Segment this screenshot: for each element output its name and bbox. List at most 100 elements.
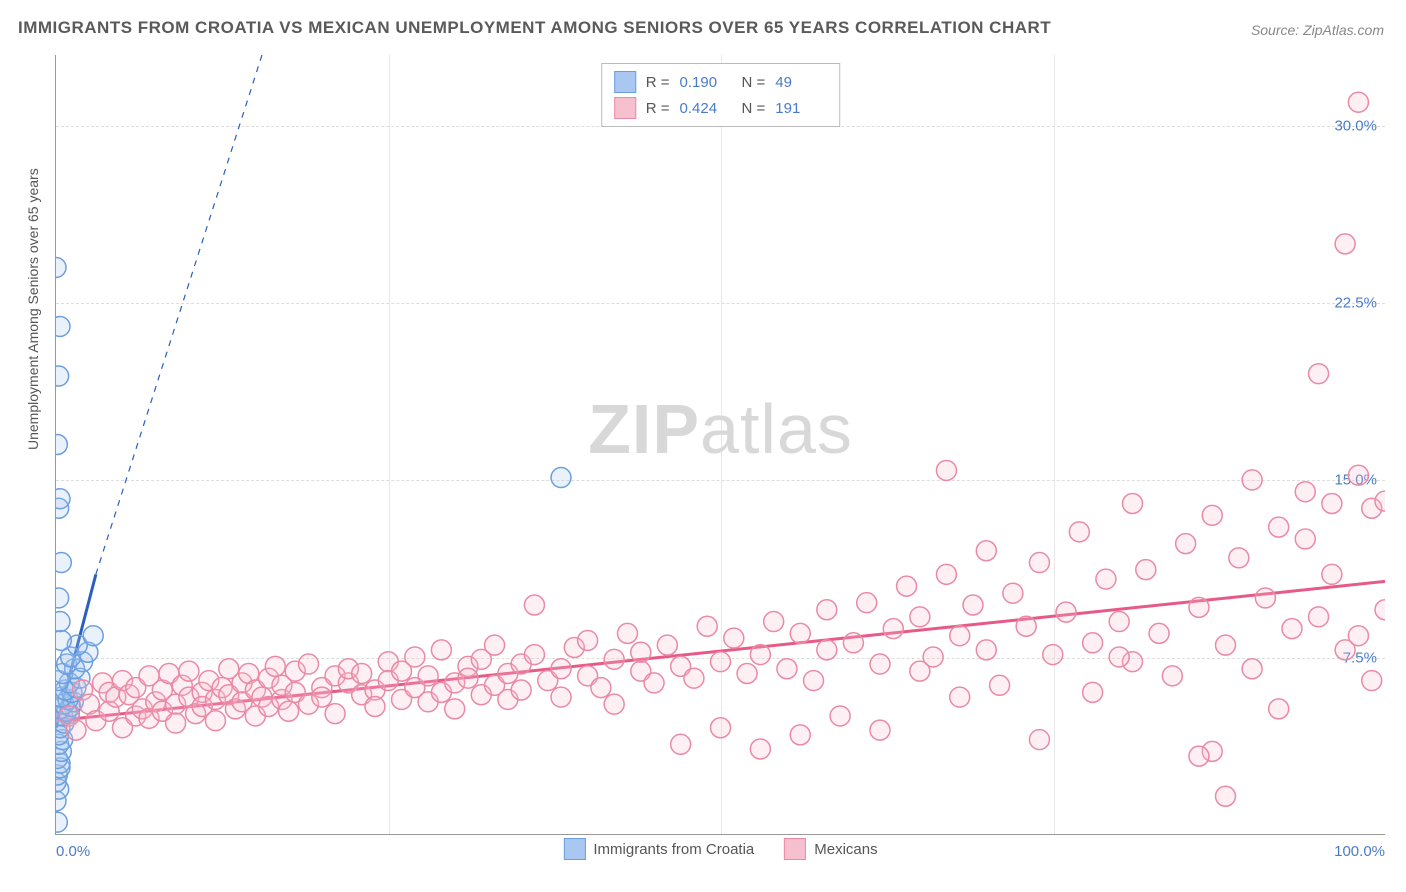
data-point [1216, 786, 1236, 806]
data-point [870, 720, 890, 740]
data-point [511, 680, 531, 700]
trend-line-dashed [96, 55, 262, 574]
n-label: N = [742, 74, 766, 91]
data-point [1083, 682, 1103, 702]
data-point [777, 659, 797, 679]
data-point [1309, 607, 1329, 627]
data-point [179, 661, 199, 681]
data-point [1269, 517, 1289, 537]
data-point [485, 635, 505, 655]
data-point [524, 645, 544, 665]
plot-area: ZIPatlas R = 0.190 N = 49 R = 0.424 N = … [55, 55, 1385, 835]
data-point [790, 623, 810, 643]
r-label: R = [646, 74, 670, 91]
data-point [936, 564, 956, 584]
data-point [711, 718, 731, 738]
data-point [1255, 588, 1275, 608]
data-point [551, 659, 571, 679]
legend-item: Mexicans [784, 838, 877, 860]
data-point [1335, 234, 1355, 254]
data-point [804, 671, 824, 691]
data-point [56, 435, 67, 455]
swatch-icon [784, 838, 806, 860]
data-point [1043, 645, 1063, 665]
data-point [1216, 635, 1236, 655]
data-point [1189, 746, 1209, 766]
data-point [764, 612, 784, 632]
legend-item: Immigrants from Croatia [563, 838, 754, 860]
data-point [205, 711, 225, 731]
data-point [1029, 553, 1049, 573]
data-point [56, 553, 71, 573]
data-point [1003, 583, 1023, 603]
data-point [1242, 470, 1262, 490]
data-point [1189, 597, 1209, 617]
legend-stats-row: R = 0.190 N = 49 [614, 69, 828, 95]
data-point [591, 678, 611, 698]
data-point [56, 257, 66, 277]
data-point [1295, 529, 1315, 549]
legend-bottom: Immigrants from Croatia Mexicans [563, 838, 877, 860]
r-label: R = [646, 100, 670, 117]
data-point [631, 642, 651, 662]
data-point [1016, 616, 1036, 636]
data-point [1056, 602, 1076, 622]
data-point [56, 316, 70, 336]
data-point [458, 668, 478, 688]
data-point [1109, 647, 1129, 667]
data-point [56, 366, 69, 386]
data-point [910, 607, 930, 627]
legend-stats: R = 0.190 N = 49 R = 0.424 N = 191 [601, 63, 841, 127]
data-point [365, 697, 385, 717]
data-point [1069, 522, 1089, 542]
data-point [1029, 730, 1049, 750]
data-point [524, 595, 544, 615]
legend-label: Mexicans [814, 841, 877, 858]
data-point [883, 619, 903, 639]
data-point [1309, 364, 1329, 384]
data-point [1348, 465, 1368, 485]
swatch-icon [614, 71, 636, 93]
data-point [578, 630, 598, 650]
data-point [445, 699, 465, 719]
data-point [790, 725, 810, 745]
x-tick-label: 100.0% [1334, 843, 1385, 860]
data-point [56, 612, 70, 632]
data-point [990, 675, 1010, 695]
data-point [1229, 548, 1249, 568]
data-point [166, 713, 186, 733]
data-point [405, 647, 425, 667]
data-point [684, 668, 704, 688]
data-point [830, 706, 850, 726]
data-point [737, 663, 757, 683]
data-point [950, 687, 970, 707]
data-point [1122, 494, 1142, 514]
data-point [897, 576, 917, 596]
data-point [644, 673, 664, 693]
data-point [299, 654, 319, 674]
n-label: N = [742, 100, 766, 117]
data-point [1322, 564, 1342, 584]
data-point [604, 649, 624, 669]
data-point [697, 616, 717, 636]
data-point [817, 600, 837, 620]
swatch-icon [614, 97, 636, 119]
data-point [56, 588, 69, 608]
data-point [431, 640, 451, 660]
data-point [1096, 569, 1116, 589]
data-point [936, 460, 956, 480]
data-point [1136, 560, 1156, 580]
n-value: 191 [775, 100, 827, 117]
data-point [976, 640, 996, 660]
data-point [56, 812, 67, 832]
source-attribution: Source: ZipAtlas.com [1251, 22, 1384, 38]
data-point [83, 626, 103, 646]
data-point [1202, 505, 1222, 525]
data-point [870, 654, 890, 674]
data-point [352, 663, 372, 683]
data-point [56, 630, 71, 650]
data-point [750, 645, 770, 665]
data-point [1176, 534, 1196, 554]
data-point [950, 626, 970, 646]
data-point [1348, 92, 1368, 112]
